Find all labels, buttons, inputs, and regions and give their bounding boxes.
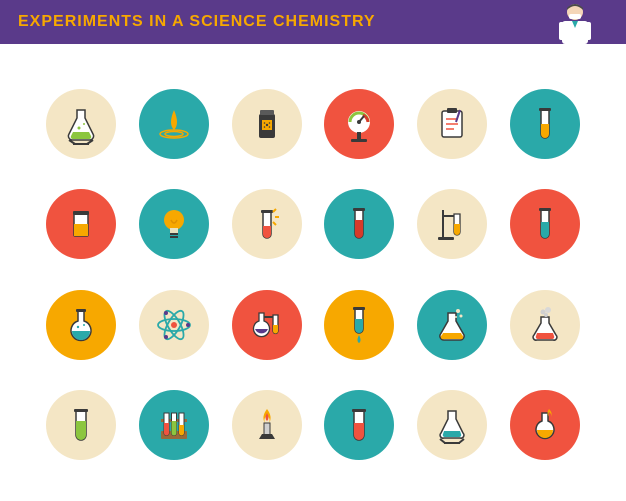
- test-tube-spark-icon: [232, 189, 302, 259]
- lightbulb-icon: [139, 189, 209, 259]
- test-tube-drip-icon: [324, 290, 394, 360]
- vial-orange-icon: [324, 390, 394, 460]
- flask-fire-icon: [510, 390, 580, 460]
- retort-stand-icon: [417, 189, 487, 259]
- flask-round-icon: [46, 290, 116, 360]
- flask-stand-icon: [46, 89, 116, 159]
- test-tube-red-icon: [324, 189, 394, 259]
- distillation-icon: [232, 290, 302, 360]
- pill-bottle-icon: [232, 89, 302, 159]
- flask-smoke-icon: [510, 290, 580, 360]
- sample-jar-icon: [46, 189, 116, 259]
- gauge-icon: [324, 89, 394, 159]
- clipboard-icon: [417, 89, 487, 159]
- scientist-icon: [554, 0, 596, 44]
- flask-stand2-icon: [417, 390, 487, 460]
- flask-bubbles-icon: [417, 290, 487, 360]
- test-tube-orange-icon: [510, 189, 580, 259]
- vial-green-icon: [46, 390, 116, 460]
- icon-grid: [0, 44, 626, 501]
- page-header: EXPERIMENTS IN A SCIENCE CHEMISTRY: [0, 0, 626, 44]
- droplet-icon: [139, 89, 209, 159]
- page-title: EXPERIMENTS IN A SCIENCE CHEMISTRY: [18, 13, 376, 31]
- burner-icon: [232, 390, 302, 460]
- test-tube-icon: [510, 89, 580, 159]
- tube-rack-icon: [139, 390, 209, 460]
- atom-icon: [139, 290, 209, 360]
